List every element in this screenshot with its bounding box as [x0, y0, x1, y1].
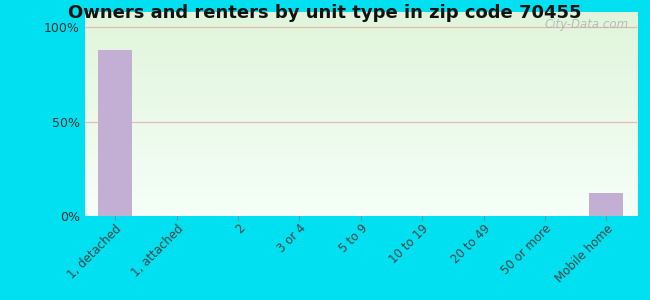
Text: 20 to 49: 20 to 49 — [448, 222, 493, 266]
Text: 5 to 9: 5 to 9 — [337, 222, 370, 255]
Text: 50 or more: 50 or more — [499, 222, 554, 277]
Text: 3 or 4: 3 or 4 — [275, 222, 309, 256]
Text: 10 to 19: 10 to 19 — [387, 222, 432, 266]
Text: 2: 2 — [233, 222, 247, 236]
Text: City-Data.com: City-Data.com — [545, 18, 629, 31]
Text: Mobile home: Mobile home — [552, 222, 616, 285]
Text: 1, detached: 1, detached — [66, 222, 124, 281]
Bar — [590, 193, 623, 216]
Bar — [98, 50, 132, 216]
Text: Owners and renters by unit type in zip code 70455: Owners and renters by unit type in zip c… — [68, 4, 582, 22]
Text: 1, attached: 1, attached — [129, 222, 186, 279]
